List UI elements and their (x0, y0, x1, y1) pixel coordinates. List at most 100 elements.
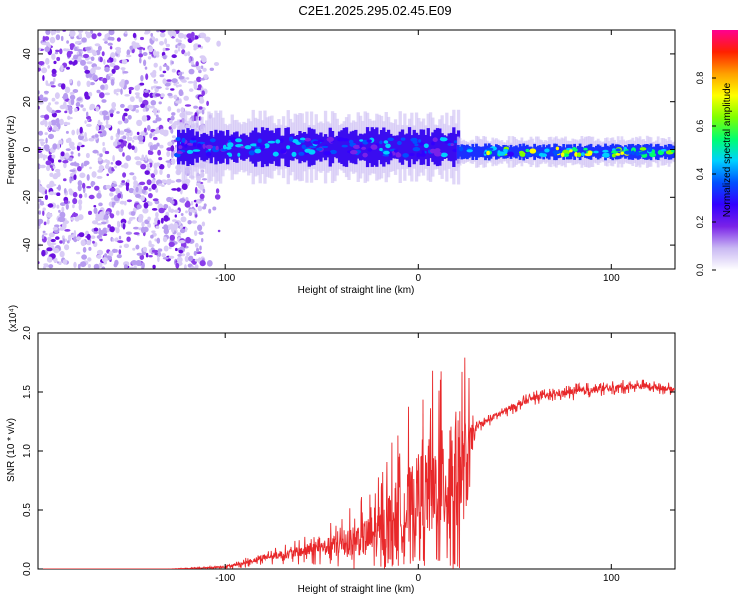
spectrogram-cell (587, 150, 593, 156)
snr-frame (37, 332, 676, 570)
spectrogram-cell (135, 109, 139, 113)
spectrogram-cell (359, 139, 364, 142)
spectrogram-cell (618, 145, 622, 159)
spectrogram-cell (80, 239, 86, 247)
spectrogram-cell (96, 49, 101, 56)
spectrogram-cell (144, 66, 148, 70)
spectrogram-cell (159, 41, 164, 46)
spectrogram-cell (106, 115, 110, 121)
spectrogram-cell (187, 220, 192, 225)
spectrogram-cell (41, 234, 45, 239)
spectrogram-cell (279, 138, 284, 144)
spectrogram-cell (140, 163, 147, 170)
spectrogram-cell (407, 127, 412, 168)
spectrogram-cell (44, 46, 50, 53)
spectrogram-cell (475, 143, 478, 160)
spectrogram-cell (166, 196, 173, 203)
spectrogram-cell (200, 134, 204, 161)
spectrogram-cell (140, 131, 145, 136)
spectrogram-cell (195, 203, 198, 208)
spectrogram-cell (163, 228, 169, 235)
spectrogram-cell (42, 230, 46, 234)
spectrogram-cell (185, 210, 188, 214)
spectrogram-cell (176, 108, 181, 113)
spectrogram-cell (72, 191, 78, 198)
spectrogram-cell (41, 67, 48, 74)
spectrogram-cell (235, 144, 243, 148)
spectrogram-cell (170, 115, 175, 121)
spectrogram-cell (275, 139, 281, 144)
spectrogram-cell (178, 89, 184, 97)
spectrogram-cell (69, 30, 76, 37)
spectrogram-cell (78, 232, 85, 238)
spectrogram-cell (649, 152, 656, 158)
y-tick-label: -40 (22, 237, 33, 252)
spectrogram-cell (160, 217, 164, 224)
spectrogram-cell (98, 262, 103, 268)
spectrogram-cell (274, 128, 279, 166)
spectrogram-cell (155, 162, 161, 167)
spectrogram-cell (111, 197, 115, 201)
spectrogram-cell (410, 137, 418, 142)
spectrogram-cell (220, 148, 228, 152)
spectrogram-cell (155, 117, 162, 122)
spectrogram-cell (76, 236, 82, 241)
spectrogram-cell (38, 198, 42, 203)
spectrogram-cell (383, 140, 389, 144)
spectrogram-cell (194, 242, 199, 248)
spectrogram-cell (644, 144, 647, 160)
colorbar-gradient (712, 30, 738, 270)
spectrogram-cell (299, 137, 306, 141)
spectrogram-cell (132, 32, 137, 39)
spectrogram-cell (150, 100, 157, 106)
spectrogram-cell (157, 219, 161, 225)
spectrogram-cell (181, 71, 185, 75)
spectrogram-cell (458, 146, 464, 152)
spectrogram-cell (123, 162, 129, 169)
spectrogram-cell (113, 89, 117, 95)
spectrogram-cell (133, 226, 139, 230)
spectrogram-cell (76, 40, 82, 44)
spectrogram-cell (333, 137, 337, 158)
spectrogram-cell (50, 119, 57, 126)
spectrogram-cell (82, 182, 86, 189)
spectrogram-cell (84, 69, 90, 74)
spectrogram-cell (74, 162, 80, 167)
spectrogram-cell (86, 111, 89, 117)
spectrogram-cell (135, 244, 140, 250)
spectrogram-cell (58, 209, 61, 213)
spectrogram-cell (139, 157, 145, 161)
spectrogram-cell (38, 203, 41, 209)
spectrogram-cell (160, 93, 165, 98)
spectrogram-cell (141, 262, 145, 269)
spectrogram-cell (81, 37, 87, 43)
spectrogram-cell (582, 147, 586, 157)
spectrogram-cell (78, 199, 83, 206)
spectrogram-cell (341, 144, 348, 148)
spectrogram-cell (116, 92, 119, 96)
spectrogram-cell (664, 144, 667, 160)
spectrogram-cell (511, 147, 515, 157)
spectrogram-cell (70, 151, 74, 155)
spectrogram-cell (162, 64, 168, 67)
spectrogram-cell (166, 79, 172, 82)
spectrogram-cell (581, 152, 585, 157)
spectrogram-cell (571, 147, 575, 157)
spectrogram-cell (363, 133, 367, 161)
spectrogram-cell (195, 214, 198, 218)
spectrogram-cell (428, 136, 433, 159)
spectrogram-cell (186, 149, 194, 154)
spectrogram-cell (298, 151, 305, 156)
spectrogram-cell (513, 146, 516, 158)
spectrogram-cell (78, 32, 82, 39)
spectrogram-cell (264, 143, 270, 149)
spectrogram-cell (191, 129, 195, 166)
spectrogram-cell (175, 38, 179, 43)
spectrogram-cell (82, 107, 86, 112)
spectrogram-cell (159, 32, 166, 38)
spectrogram-cell (209, 138, 216, 143)
spectrogram-cell (103, 114, 106, 121)
spectrogram-cell (51, 112, 58, 118)
spectrogram-cell (62, 222, 67, 230)
spectrogram-cell (105, 119, 109, 126)
